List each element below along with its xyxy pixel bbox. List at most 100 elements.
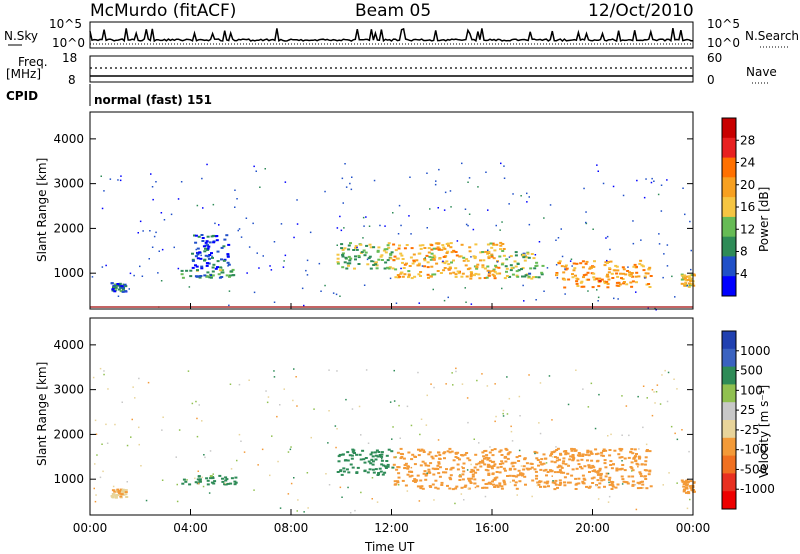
echo-cell [574,488,578,490]
sparse-echo [642,385,645,387]
echo-cell [215,239,219,242]
echo-cell [212,263,216,266]
sparse-echo [295,376,297,378]
echo-cell [476,468,480,471]
sparse-echo [645,178,647,180]
sparse-echo [327,442,329,444]
echo-cell [522,252,526,255]
sparse-echo [131,418,133,421]
echo-cell [499,465,503,468]
echo-cell [483,457,486,460]
sparse-echo [269,265,271,267]
echo-cell [501,462,505,465]
sparse-echo [657,193,660,196]
xtick-label: 04:00 [173,521,208,535]
echo-cell [497,266,501,269]
power-echo-marks [91,162,696,311]
sparse-echo [296,199,298,201]
freq-tick-top: 18 [62,51,77,65]
echo-cell [599,477,603,480]
echo-cell [533,468,537,471]
echo-cell [208,276,212,279]
echo-cell [454,275,458,278]
echo-cell [520,268,523,271]
echo-cell [508,467,512,470]
sparse-echo [666,179,668,181]
echo-cell [523,457,527,460]
echo-cell [206,248,210,251]
echo-cell [416,485,420,488]
echo-cell [500,263,504,266]
echo-cell [181,482,185,485]
echo-cell [482,455,486,458]
sparse-echo [468,177,471,179]
sparse-echo [425,424,428,426]
echo-cell [429,462,433,465]
echo-cell [228,275,231,278]
echo-cell [629,466,633,468]
sparse-echo [690,268,692,271]
echo-cell [547,485,550,488]
freq-panel: Freq. [MHz] 18 8 60 0 Nave [6,51,777,87]
sparse-echo [196,204,199,207]
echo-cell [446,250,450,253]
echo-cell [537,276,541,279]
echo-cell [498,484,502,487]
echo-cell [481,486,485,489]
echo-cell [347,264,350,267]
sparse-echo [608,495,611,498]
sparse-echo [197,482,200,485]
sparse-echo [516,494,518,496]
echo-region [391,241,507,280]
sparse-echo [666,265,669,267]
echo-cell [206,479,210,482]
echo-cell [211,477,215,480]
echo-cell [485,276,489,279]
echo-cell [350,457,354,460]
sparse-echo [267,396,270,398]
echo-cell [685,484,689,487]
colorbar-swatch [722,491,736,510]
sparse-echo [410,233,412,235]
sparse-echo [429,208,431,210]
echo-cell [516,263,520,265]
echo-cell [644,460,648,463]
echo-cell [635,265,638,268]
echo-cell [631,475,635,478]
sparse-echo [220,267,223,269]
echo-cell [451,488,455,491]
echo-cell [441,261,445,264]
sparse-echo [360,491,362,494]
echo-cell [591,482,595,484]
sparse-echo [555,264,558,266]
echo-cell [452,459,456,462]
sparse-echo [660,210,663,212]
sparse-echo [151,186,154,188]
echo-cell [366,263,370,266]
echo-cell [581,453,585,456]
sparse-echo [551,475,553,477]
echo-cell [506,453,510,456]
echo-cell [598,482,602,485]
echo-cell [360,251,364,254]
sparse-echo [105,423,107,426]
colorbar-swatch [722,216,736,238]
echo-cell [389,257,393,260]
echo-cell [367,460,371,463]
echo-cell [492,268,496,271]
echo-cell [561,462,565,465]
echo-cell [201,237,205,239]
echo-cell [430,244,434,247]
echo-cell [683,488,686,491]
echo-cell [209,276,213,279]
sparse-echo [674,296,676,298]
echo-cell [492,465,496,467]
sparse-echo [528,223,531,226]
echo-cell [520,472,524,475]
echo-cell [641,483,645,486]
echo-cell [562,471,566,474]
echo-region [110,488,129,499]
echo-cell [357,263,361,265]
echo-cell [234,476,238,479]
